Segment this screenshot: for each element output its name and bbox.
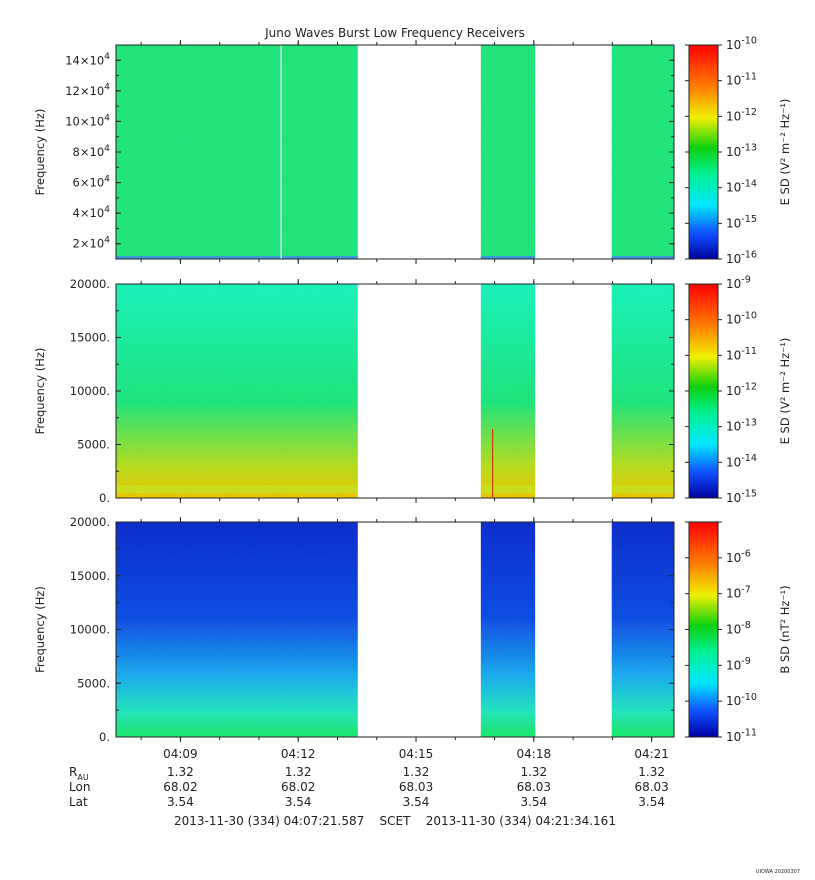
low-frequency-edge [480,256,536,259]
y-tick-label: 4×104 [73,204,111,220]
ephemeris-value: 68.03 [634,780,668,794]
colorbar-tick-label: 10-11 [726,728,757,744]
ephemeris-value: 68.03 [399,780,433,794]
footer-stamp: UIOWA 20200307 [756,869,800,875]
time-range-label: 2013-11-30 (334) 04:07:21.587 SCET 2013-… [174,814,616,828]
y-axis-label: Frequency (Hz) [33,586,47,673]
y-tick-label: 0. [99,730,110,744]
spectrogram-segment [115,522,358,737]
chart-title: Juno Waves Burst Low Frequency Receivers [264,26,525,40]
emission-band [115,485,358,493]
ephemeris-value: 3.54 [403,795,430,809]
ephemeris-value: 3.54 [520,795,547,809]
colorbar-label: B SD (nT² Hz⁻¹) [778,585,792,673]
spectrogram-segment [115,45,358,259]
colorbar-tick-label: 10-15 [726,214,757,230]
x-tick-label: 04:18 [517,747,552,761]
low-frequency-band [115,731,358,737]
colorbar-tick-label: 10-14 [726,178,757,194]
ephemeris-value: 1.32 [403,765,430,779]
x-tick-label: 04:15 [399,747,434,761]
spectrogram-segment [611,522,674,737]
y-tick-label: 14×104 [65,51,110,67]
y-tick-label: 5000. [77,438,110,452]
ephemeris-value: 3.54 [285,795,312,809]
y-tick-label: 2×104 [73,235,111,251]
y-tick-label: 0. [99,491,110,505]
y-tick-label: 15000. [70,331,110,345]
x-tick-label: 04:21 [634,747,669,761]
y-tick-label: 5000. [77,676,110,690]
emission-band [611,485,674,493]
ephemeris-value: 68.03 [517,780,551,794]
ephemeris-value: 68.02 [163,780,197,794]
y-tick-label: 8×104 [73,143,111,159]
panel-3: 0. 5000. 10000. 15000. 20000. Frequency (Hz) 1… [33,515,792,744]
low-frequency-edge [115,256,358,259]
ephemeris-value: 1.32 [638,765,665,779]
colorbar [689,522,718,737]
colorbar-tick-label: 10-11 [726,71,757,87]
colorbar [689,284,718,498]
spectrogram-segment [611,45,674,259]
y-tick-label: 20000. [70,277,110,291]
colorbar-label: E SD (V² m⁻² Hz⁻¹) [778,338,792,445]
low-frequency-band [480,731,536,737]
y-axis-label: Frequency (Hz) [33,109,47,196]
ephemeris-value: 1.32 [167,765,194,779]
panel-1: 2×104 4×104 6×104 8×104 10×104 12×104 14×104 Fr… [33,36,792,266]
colorbar [689,45,718,259]
spectrogram-segment [480,45,536,259]
spectrogram-segment [611,284,674,498]
colorbar-label: E SD (V² m⁻² Hz⁻¹) [778,99,792,206]
colorbar-tick-label: 10-9 [726,656,751,672]
ephemeris-row-label: Lat [69,795,88,809]
ephemeris-value: 3.54 [638,795,665,809]
x-tick-label: 04:09 [163,747,198,761]
emission-band [480,485,536,493]
spectrogram-segment [480,522,536,737]
low-frequency-band [611,731,674,737]
colorbar-tick-label: 10-11 [726,346,757,362]
y-tick-label: 6×104 [73,173,111,189]
colorbar-tick-label: 10-13 [726,417,757,433]
low-frequency-edge [611,256,674,259]
spectrogram-segment [480,284,536,498]
y-axis-label: Frequency (Hz) [33,348,47,435]
ephemeris-value: 68.02 [281,780,315,794]
x-tick-label: 04:12 [281,747,316,761]
y-tick-label: 15000. [70,569,110,583]
colorbar-tick-label: 10-12 [726,107,757,123]
colorbar-tick-label: 10-10 [726,310,757,326]
panel-2: 0. 5000. 10000. 15000. 20000. Frequency (Hz) 1… [33,275,792,505]
colorbar-tick-label: 10-9 [726,275,751,291]
y-tick-label: 10000. [70,384,110,398]
colorbar-tick-label: 10-15 [726,489,757,505]
colorbar-tick-label: 10-8 [726,620,751,636]
y-tick-label: 10000. [70,623,110,637]
spectrogram-segment [115,284,358,498]
colorbar-tick-label: 10-13 [726,143,757,159]
colorbar-tick-label: 10-10 [726,692,757,708]
colorbar-tick-label: 10-7 [726,584,751,600]
panels: 2×104 4×104 6×104 8×104 10×104 12×104 14×104 Fr… [33,36,792,744]
colorbar-tick-label: 10-16 [726,250,757,266]
ephemeris-value: 1.32 [520,765,547,779]
colorbar-tick-label: 10-14 [726,453,757,469]
y-tick-label: 12×104 [65,82,110,98]
ephemeris-value: 1.32 [285,765,312,779]
y-tick-label: 10×104 [65,112,110,128]
colorbar-tick-label: 10-10 [726,36,757,52]
colorbar-tick-label: 10-6 [726,548,751,564]
y-tick-label: 20000. [70,515,110,529]
colorbar-tick-label: 10-12 [726,382,757,398]
ephemeris-row-label: Lon [69,780,90,794]
ephemeris-value: 3.54 [167,795,194,809]
